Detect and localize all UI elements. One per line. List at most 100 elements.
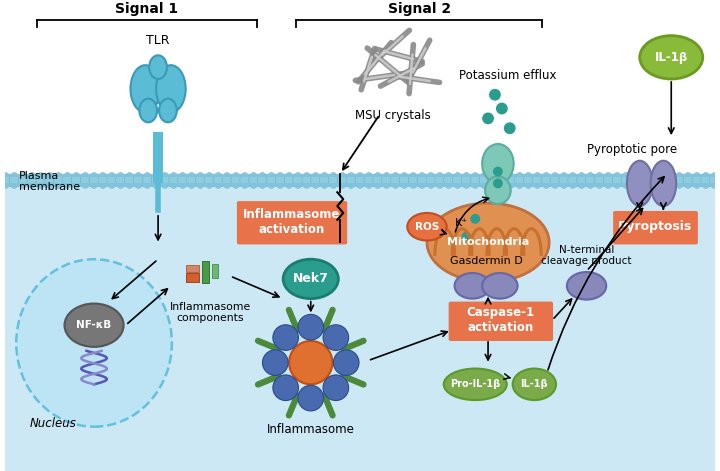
- Bar: [212, 264, 218, 278]
- Ellipse shape: [550, 172, 560, 188]
- Ellipse shape: [355, 172, 365, 188]
- Ellipse shape: [130, 65, 160, 113]
- Ellipse shape: [302, 172, 312, 188]
- Ellipse shape: [178, 172, 188, 188]
- Ellipse shape: [149, 55, 167, 79]
- Ellipse shape: [133, 172, 143, 188]
- Ellipse shape: [71, 172, 81, 188]
- Ellipse shape: [444, 369, 507, 400]
- FancyBboxPatch shape: [449, 301, 553, 341]
- Text: Gasdermin D: Gasdermin D: [450, 256, 523, 266]
- Ellipse shape: [222, 172, 232, 188]
- Ellipse shape: [283, 259, 338, 299]
- Ellipse shape: [417, 172, 427, 188]
- Ellipse shape: [54, 172, 63, 188]
- Ellipse shape: [160, 172, 170, 188]
- Ellipse shape: [621, 172, 631, 188]
- Text: Caspase-1
activation: Caspase-1 activation: [467, 306, 535, 334]
- Ellipse shape: [493, 167, 503, 177]
- Text: ROS: ROS: [415, 222, 439, 232]
- Text: Pyroptosis: Pyroptosis: [618, 220, 693, 233]
- Bar: [6, 183, 714, 187]
- Text: Inflammasome: Inflammasome: [267, 423, 355, 436]
- FancyBboxPatch shape: [613, 211, 698, 244]
- Ellipse shape: [559, 172, 569, 188]
- Ellipse shape: [346, 172, 356, 188]
- Ellipse shape: [364, 172, 374, 188]
- Ellipse shape: [482, 113, 494, 124]
- Ellipse shape: [568, 172, 577, 188]
- Ellipse shape: [541, 172, 551, 188]
- Ellipse shape: [323, 325, 348, 350]
- Ellipse shape: [493, 179, 503, 188]
- Ellipse shape: [532, 172, 542, 188]
- Ellipse shape: [107, 172, 117, 188]
- Text: IL-1β: IL-1β: [654, 51, 688, 64]
- Ellipse shape: [311, 172, 320, 188]
- Ellipse shape: [45, 172, 55, 188]
- Ellipse shape: [513, 369, 556, 400]
- Text: Pyroptotic pore: Pyroptotic pore: [587, 143, 677, 156]
- Ellipse shape: [567, 272, 606, 300]
- Ellipse shape: [657, 172, 666, 188]
- Text: Inflammasome
activation: Inflammasome activation: [243, 208, 341, 236]
- Ellipse shape: [27, 172, 37, 188]
- Ellipse shape: [427, 203, 549, 282]
- Text: MSU crystals: MSU crystals: [355, 108, 431, 122]
- Ellipse shape: [577, 172, 587, 188]
- Ellipse shape: [692, 172, 702, 188]
- Ellipse shape: [683, 172, 693, 188]
- Text: NF-κB: NF-κB: [76, 320, 112, 330]
- Text: Potassium efflux: Potassium efflux: [459, 69, 557, 81]
- Bar: [186, 265, 199, 272]
- Ellipse shape: [373, 172, 382, 188]
- Ellipse shape: [1, 172, 10, 188]
- Ellipse shape: [186, 172, 197, 188]
- Text: K⁺: K⁺: [455, 218, 468, 228]
- Ellipse shape: [328, 172, 338, 188]
- Ellipse shape: [523, 172, 534, 188]
- Ellipse shape: [585, 172, 595, 188]
- Ellipse shape: [701, 172, 711, 188]
- Ellipse shape: [156, 65, 186, 113]
- Ellipse shape: [266, 172, 276, 188]
- Ellipse shape: [204, 172, 215, 188]
- Text: Plasma
membrane: Plasma membrane: [19, 171, 81, 192]
- Bar: [6, 176, 714, 471]
- Ellipse shape: [630, 172, 640, 188]
- Ellipse shape: [470, 172, 480, 188]
- Ellipse shape: [298, 385, 323, 411]
- Ellipse shape: [289, 341, 333, 384]
- Ellipse shape: [674, 172, 684, 188]
- Ellipse shape: [488, 172, 498, 188]
- Text: N-terminal
cleavage product: N-terminal cleavage product: [541, 244, 631, 266]
- Ellipse shape: [408, 172, 418, 188]
- Ellipse shape: [143, 172, 152, 188]
- Text: Inflammasome
components: Inflammasome components: [170, 301, 251, 323]
- Ellipse shape: [504, 122, 516, 134]
- Text: IL-1β: IL-1β: [521, 379, 548, 390]
- Ellipse shape: [426, 172, 436, 188]
- Ellipse shape: [665, 172, 675, 188]
- Bar: [202, 261, 210, 283]
- Ellipse shape: [710, 172, 719, 188]
- Ellipse shape: [159, 98, 177, 122]
- Ellipse shape: [400, 172, 409, 188]
- Ellipse shape: [480, 172, 489, 188]
- Ellipse shape: [323, 375, 348, 400]
- Ellipse shape: [639, 172, 649, 188]
- Ellipse shape: [65, 303, 124, 347]
- Bar: [6, 7, 714, 180]
- Ellipse shape: [390, 172, 400, 188]
- Ellipse shape: [627, 161, 652, 206]
- Text: Signal 1: Signal 1: [115, 2, 179, 16]
- Text: Mitochondria: Mitochondria: [447, 237, 529, 247]
- Ellipse shape: [647, 172, 657, 188]
- Ellipse shape: [489, 89, 501, 101]
- Ellipse shape: [89, 172, 99, 188]
- Ellipse shape: [98, 172, 108, 188]
- Ellipse shape: [275, 172, 285, 188]
- Ellipse shape: [462, 172, 472, 188]
- Ellipse shape: [284, 172, 294, 188]
- Ellipse shape: [273, 325, 299, 350]
